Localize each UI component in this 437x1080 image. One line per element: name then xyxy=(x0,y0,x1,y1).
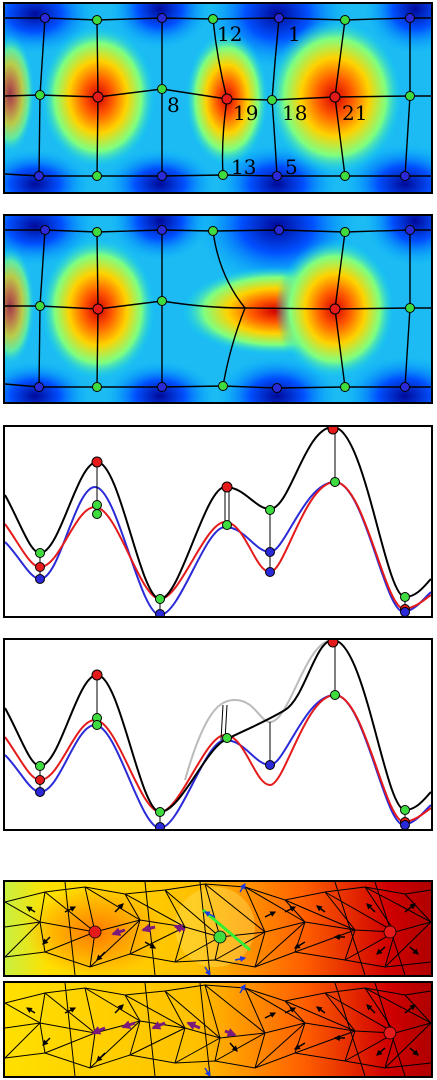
label-19: 19 xyxy=(233,101,258,125)
blue-arrows-after xyxy=(204,983,246,1076)
curve-blue xyxy=(5,693,431,829)
label-21: 21 xyxy=(342,101,367,125)
mesh-nodes xyxy=(88,925,397,944)
highlight-edge xyxy=(202,908,251,952)
mesh-nodes-after xyxy=(383,1026,397,1040)
curve-nodes-simplified xyxy=(35,640,410,829)
curve-black xyxy=(5,640,431,814)
mesh-after-svg xyxy=(5,983,431,1076)
curves-simplified-svg xyxy=(5,640,431,829)
black-arrows xyxy=(25,903,419,961)
mesh-panel-after xyxy=(3,981,433,1078)
label-5: 5 xyxy=(285,155,298,179)
msc-nodes xyxy=(34,13,415,181)
curve-red xyxy=(5,480,431,610)
curve-panel-original xyxy=(3,425,433,618)
curve-gray xyxy=(184,640,334,781)
heatmap-panel-simplified xyxy=(3,214,433,404)
heatmap-original-svg: 12 1 8 19 18 21 13 5 xyxy=(5,4,431,192)
curve-connectors xyxy=(39,427,406,615)
mesh-before-svg xyxy=(5,882,431,975)
curve-blue xyxy=(5,480,431,616)
label-13: 13 xyxy=(231,155,256,179)
label-8: 8 xyxy=(167,93,180,117)
curve-black xyxy=(5,427,431,601)
curve-red xyxy=(5,693,431,823)
heatmap-simplified-svg xyxy=(5,216,431,402)
curve-nodes-original xyxy=(35,427,410,616)
label-1: 1 xyxy=(288,22,301,46)
black-arrows-after xyxy=(25,1004,419,1062)
mesh-panel-before xyxy=(3,880,433,977)
curve-connectors-simplified xyxy=(39,640,406,828)
curves-original-svg xyxy=(5,427,431,616)
curve-panel-simplified xyxy=(3,638,433,831)
msc-nodes-simplified xyxy=(34,225,415,393)
gradient-arrows xyxy=(111,923,186,936)
blue-arrows xyxy=(203,882,247,975)
gradient-arrows-after xyxy=(91,1020,237,1037)
heatmap-panel-original: 12 1 8 19 18 21 13 5 xyxy=(3,2,433,194)
label-12: 12 xyxy=(217,22,242,46)
label-18: 18 xyxy=(282,101,307,125)
